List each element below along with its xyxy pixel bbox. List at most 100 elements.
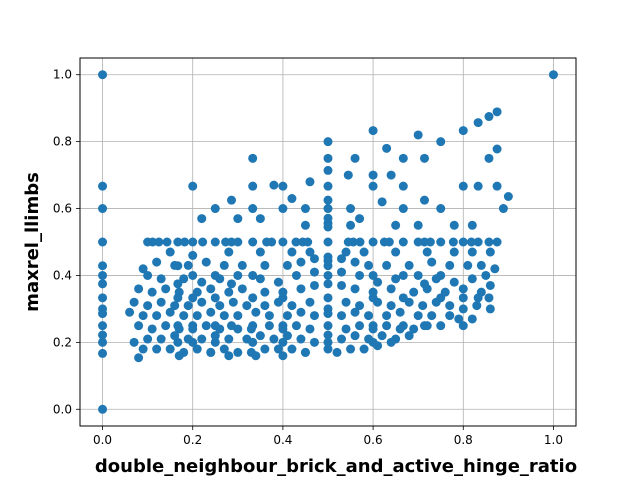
data-point [419,195,429,205]
data-point [215,324,225,334]
data-point [248,237,258,247]
x-tick-label: 0.0 [93,433,112,447]
data-point [309,337,319,347]
data-point [350,284,360,294]
data-point [368,170,378,180]
data-point [215,274,225,284]
data-point [445,311,455,321]
data-point [492,181,502,191]
data-point [210,293,220,303]
data-point [98,237,108,247]
data-point [147,287,157,297]
y-tick-label: 0.6 [53,202,72,216]
data-point [503,192,513,202]
data-point [255,214,265,224]
data-point [364,334,374,344]
data-point [348,237,358,247]
data-point [458,304,468,314]
data-point [255,274,265,284]
data-point [291,237,301,247]
x-tick-label: 0.4 [273,433,292,447]
data-point [485,247,495,257]
data-point [391,220,401,230]
data-point [355,270,365,280]
data-point [484,112,494,122]
data-point [305,297,315,307]
data-point [227,279,237,289]
data-point [228,297,238,307]
data-point [248,293,258,303]
x-axis-label: double_neighbour_brick_and_active_hinge_… [95,456,577,477]
data-point [398,270,408,280]
data-point [165,344,175,354]
data-point [398,204,408,214]
data-point [98,204,108,214]
data-point [98,261,108,271]
data-point [368,181,378,191]
data-point [134,321,144,331]
data-point [440,287,450,297]
data-point [382,143,392,153]
data-point [291,321,301,331]
data-point [436,237,446,247]
data-point [323,204,333,214]
data-point [197,214,207,224]
data-point [296,334,306,344]
data-point [98,321,108,331]
data-point [337,267,347,277]
data-point [305,177,315,187]
data-point [278,351,288,361]
data-point [323,195,333,205]
data-point [237,260,247,270]
data-point [237,284,247,294]
data-point [431,274,441,284]
data-point [422,247,432,257]
data-point [251,307,261,317]
data-point [197,277,207,287]
data-point [382,321,392,331]
data-point [427,257,437,267]
data-point [458,181,468,191]
data-point [359,344,369,354]
data-point [332,347,342,357]
data-point [323,321,333,331]
data-point [305,324,315,334]
data-point [418,301,428,311]
data-point [368,324,378,334]
data-point [278,287,288,297]
data-point [154,237,164,247]
data-point [337,280,347,290]
data-point [303,237,313,247]
data-point [398,237,408,247]
data-point [273,277,283,287]
data-point [472,301,482,311]
data-point [174,287,184,297]
data-point [398,153,408,163]
data-point [436,137,446,147]
data-point [219,260,229,270]
data-point [368,237,378,247]
data-point [398,181,408,191]
data-point [152,257,162,267]
data-point [179,274,189,284]
data-point [413,311,423,321]
data-point [391,247,401,257]
data-point [337,254,347,264]
data-point [278,337,288,347]
data-point [485,280,495,290]
data-point [269,180,279,190]
data-point [165,307,175,317]
data-point [373,297,383,307]
data-point [382,260,392,270]
data-point [173,279,183,289]
data-point [309,267,319,277]
data-point [404,297,414,307]
data-point [368,270,378,280]
data-point [246,324,256,334]
data-point [152,311,162,321]
data-point [134,284,144,294]
data-point [309,254,319,264]
data-point [473,118,483,128]
data-point [138,264,148,274]
